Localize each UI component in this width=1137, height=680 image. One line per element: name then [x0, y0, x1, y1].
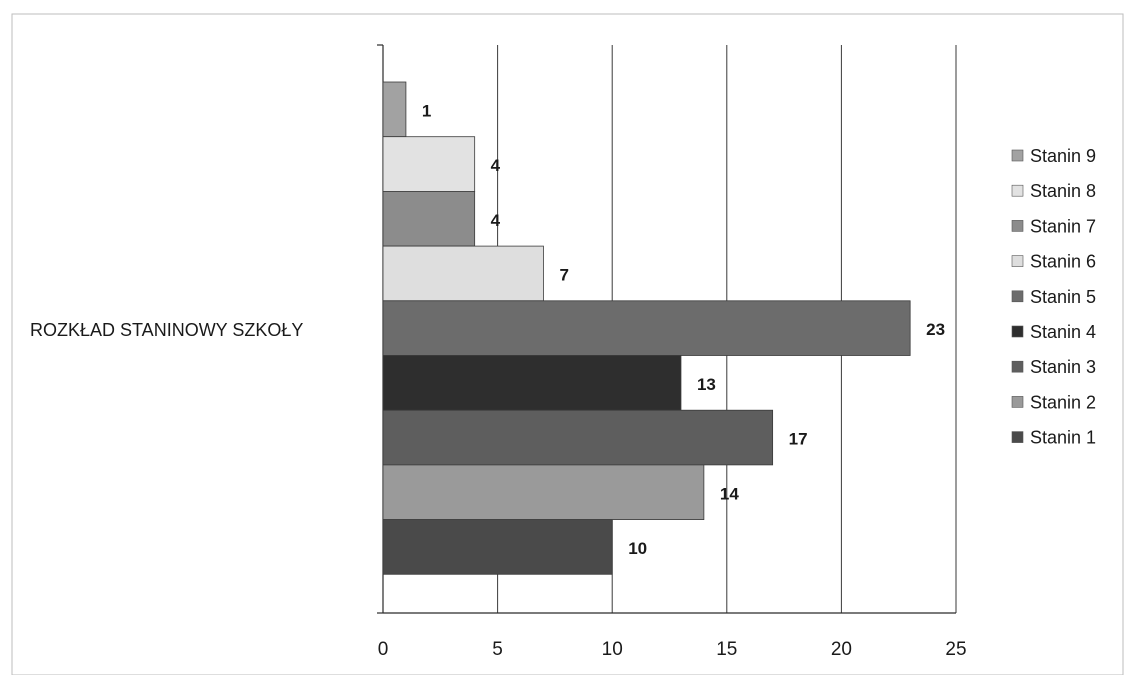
- bars: [382, 81, 911, 575]
- bar-stanin-8: [382, 136, 476, 192]
- x-tick-label: 15: [716, 639, 737, 660]
- data-label: 1: [422, 101, 431, 120]
- bar-stanin-9: [382, 81, 407, 138]
- x-tick-label: 10: [602, 639, 623, 660]
- legend-label: Stanin 8: [1030, 181, 1096, 201]
- legend-label: Stanin 9: [1030, 146, 1096, 166]
- data-label: 14: [720, 484, 739, 503]
- data-label: 17: [789, 430, 808, 449]
- data-label: 23: [926, 320, 945, 339]
- x-tick-label: 0: [378, 639, 389, 660]
- data-label: 13: [697, 375, 716, 394]
- legend-label: Stanin 6: [1030, 252, 1096, 272]
- legend-label: Stanin 2: [1030, 392, 1096, 412]
- data-label: 10: [628, 539, 647, 558]
- legend-label: Stanin 7: [1030, 216, 1096, 236]
- legend-label: Stanin 5: [1030, 287, 1096, 307]
- legend-swatch: [1011, 431, 1024, 443]
- data-label: 4: [491, 211, 501, 230]
- bar-stanin-6: [382, 245, 544, 302]
- x-tick-label: 20: [831, 639, 852, 660]
- bar-stanin-5: [382, 300, 911, 356]
- category-label: ROZKŁAD STANINOWY SZKOŁY: [30, 320, 303, 340]
- legend-swatch: [1011, 325, 1024, 338]
- legend-swatch: [1011, 290, 1024, 303]
- legend-label: Stanin 3: [1030, 357, 1096, 377]
- bar-stanin-2: [382, 464, 705, 520]
- legend-swatch: [1011, 149, 1024, 162]
- data-label: 7: [559, 265, 568, 284]
- x-tick-label: 25: [945, 639, 966, 660]
- bar-stanin-3: [382, 409, 774, 466]
- bar-stanin-4: [382, 355, 682, 411]
- legend-label: Stanin 4: [1030, 322, 1096, 342]
- legend-swatch: [1011, 360, 1024, 373]
- legend-swatch: [1011, 220, 1024, 232]
- legend-swatch: [1011, 255, 1024, 267]
- data-label: 4: [491, 156, 501, 175]
- legend: Stanin 9 Stanin 8 Stanin 7 Stanin 6 Stanin 5…: [1011, 146, 1096, 448]
- x-tick-label: 5: [492, 639, 503, 660]
- legend-swatch: [1011, 184, 1024, 197]
- x-tick-labels: 0 5 10 15 20 25: [378, 639, 967, 660]
- legend-swatch: [1011, 396, 1024, 408]
- bar-stanin-1: [382, 519, 613, 575]
- bar-stanin-7: [382, 190, 476, 247]
- legend-label: Stanin 1: [1030, 428, 1096, 448]
